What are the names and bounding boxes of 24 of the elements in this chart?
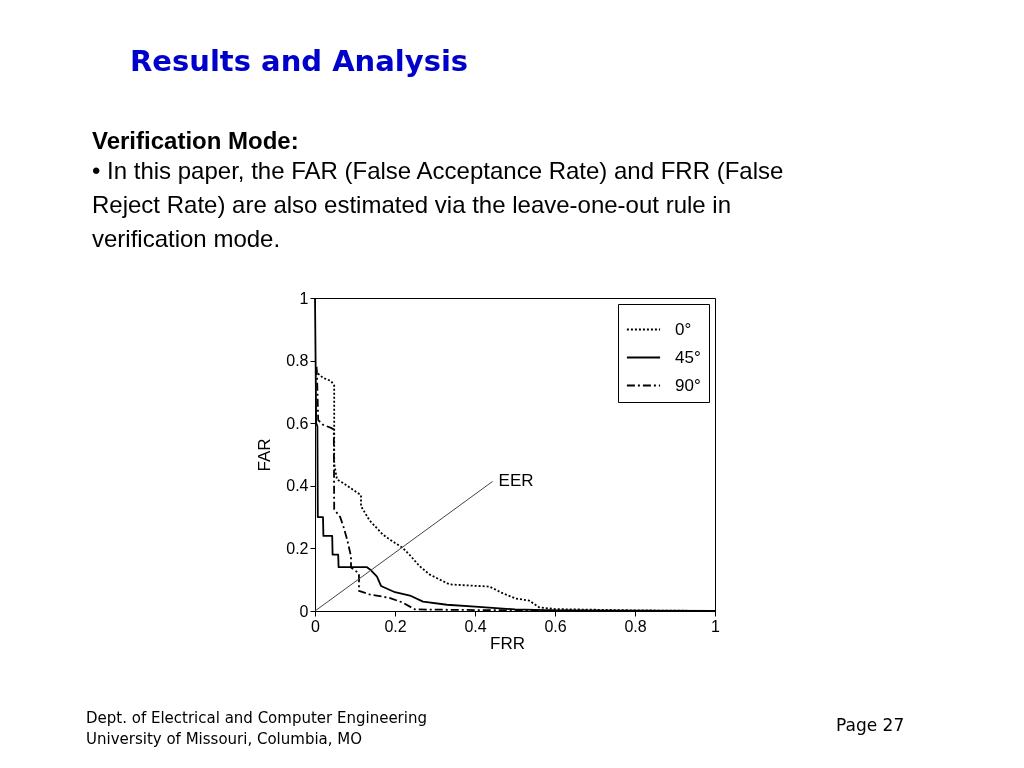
x-tick-label: 1 bbox=[711, 617, 721, 635]
x-tick-label: 0.6 bbox=[544, 617, 567, 635]
text: Dept. of Electrical and Computer Engineering bbox=[86, 709, 427, 727]
y-tick-label: 0.4 bbox=[286, 477, 309, 495]
legend-label: 90° bbox=[675, 375, 701, 395]
y-tick-label: 0.6 bbox=[286, 414, 309, 432]
text: Page 27 bbox=[836, 715, 905, 735]
chart-subtitle: Verification Mode: bbox=[92, 127, 299, 154]
y-tick-label: 0.8 bbox=[286, 352, 309, 370]
y-tick-label: 0 bbox=[299, 602, 309, 620]
text: University of Missouri, Columbia, MO bbox=[86, 730, 363, 748]
y-tick-label: 0.2 bbox=[286, 539, 309, 557]
y-axis-title: FAR bbox=[255, 438, 275, 472]
legend-label: 45° bbox=[675, 347, 701, 367]
chart-title: Results and Analysis bbox=[130, 44, 469, 78]
x-tick-label: 0 bbox=[311, 617, 321, 635]
x-tick-label: 0.8 bbox=[624, 617, 647, 635]
x-tick-label: 0.2 bbox=[384, 617, 407, 635]
annotation: EER bbox=[498, 471, 534, 491]
y-tick-label: 1 bbox=[299, 289, 309, 307]
legend-label: 0° bbox=[675, 319, 692, 339]
x-axis-title: FRR bbox=[490, 633, 525, 653]
text: • In this paper, the FAR (False Acceptance Rate) and FRR (False Reject Rate) are also estimated via the leave-one-out rule in verification mode. bbox=[92, 157, 784, 252]
x-tick-label: 0.4 bbox=[464, 617, 487, 635]
